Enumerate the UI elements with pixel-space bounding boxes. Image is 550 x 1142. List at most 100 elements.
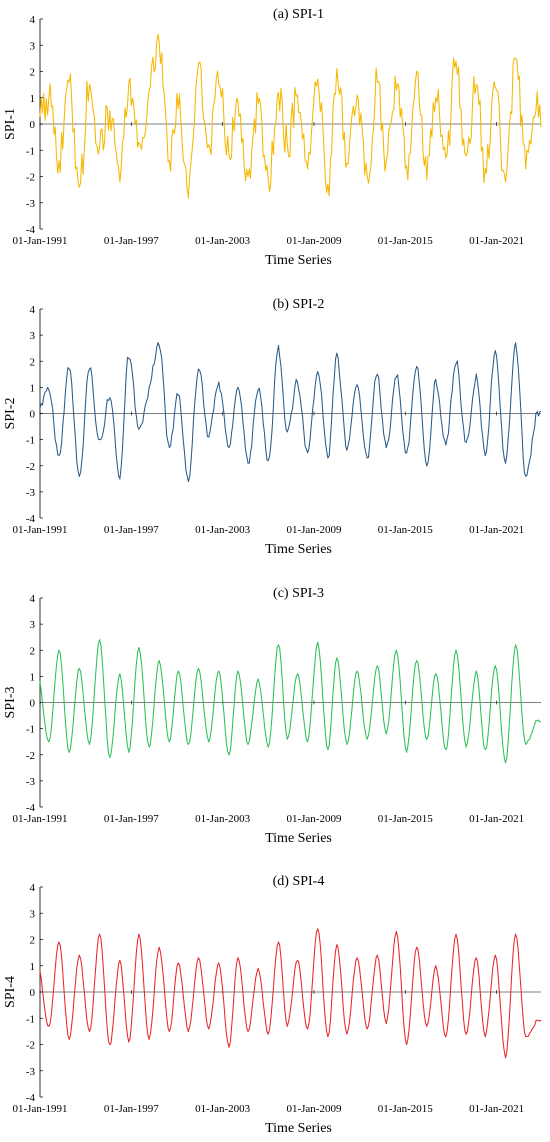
x-tick-label: 01-Jan-1997 bbox=[104, 235, 159, 247]
data-point bbox=[336, 944, 338, 946]
data-point bbox=[148, 89, 150, 91]
data-point bbox=[435, 965, 437, 967]
data-point bbox=[465, 746, 467, 748]
data-point bbox=[406, 165, 408, 167]
x-tick-label: 01-Jan-2021 bbox=[469, 1103, 524, 1115]
data-point bbox=[515, 644, 517, 646]
data-point bbox=[247, 462, 249, 464]
data-point bbox=[406, 452, 408, 454]
data-point bbox=[99, 933, 101, 935]
y-tick-label: -1 bbox=[26, 724, 35, 736]
data-point bbox=[327, 183, 329, 185]
data-point bbox=[395, 376, 397, 378]
chart-title: (c) SPI-3 bbox=[273, 586, 324, 601]
y-tick-label: 0 bbox=[30, 409, 36, 421]
y-tick-label: 3 bbox=[30, 619, 36, 631]
data-point bbox=[455, 649, 457, 651]
data-point bbox=[286, 144, 288, 146]
data-point bbox=[307, 168, 309, 170]
data-point bbox=[119, 478, 121, 480]
data-point bbox=[475, 957, 477, 959]
x-tick-label: 01-Jan-2009 bbox=[286, 1103, 341, 1115]
x-tick-label: 01-Jan-2021 bbox=[469, 813, 524, 825]
data-point bbox=[228, 154, 230, 157]
x-tick-label: 01-Jan-2003 bbox=[195, 1103, 250, 1115]
data-point bbox=[307, 452, 309, 454]
chart-panel-3: (c) SPI-3 -4 -3 -2 -1 0 1 2 3 4 SPI-3 01-Jan-1991 01… bbox=[3, 586, 542, 846]
y-axis-label: SPI-2 bbox=[3, 398, 18, 430]
data-point bbox=[158, 660, 160, 662]
series-line-spi-3 bbox=[39, 639, 542, 764]
data-point bbox=[445, 748, 447, 751]
data-point bbox=[286, 738, 288, 740]
data-point bbox=[336, 657, 338, 659]
x-tick-label: 01-Jan-2003 bbox=[195, 524, 250, 536]
x-tick-label: 01-Jan-2009 bbox=[286, 524, 341, 536]
data-point bbox=[525, 475, 527, 477]
data-point bbox=[247, 175, 249, 178]
data-point bbox=[515, 933, 517, 935]
data-point bbox=[158, 345, 160, 347]
data-point bbox=[484, 1036, 486, 1038]
y-tick-label: -3 bbox=[26, 1066, 36, 1078]
data-point bbox=[78, 475, 80, 477]
y-tick-label: -1 bbox=[26, 145, 35, 157]
y-tick-label: -2 bbox=[26, 461, 35, 473]
data-point bbox=[515, 57, 517, 60]
data-point bbox=[346, 449, 348, 451]
y-tick-label: 1 bbox=[30, 671, 36, 683]
data-point bbox=[228, 446, 230, 449]
data-point bbox=[465, 441, 467, 443]
data-point bbox=[515, 342, 517, 344]
y-tick-label: 2 bbox=[30, 645, 36, 657]
x-tick-label: 01-Jan-2003 bbox=[195, 813, 250, 825]
chart-title: (a) SPI-1 bbox=[273, 7, 324, 22]
data-point bbox=[187, 743, 189, 745]
data-point bbox=[286, 431, 288, 433]
y-tick-label: 1 bbox=[30, 961, 36, 973]
x-tick-label: 01-Jan-2021 bbox=[469, 235, 524, 247]
data-point bbox=[168, 160, 170, 162]
data-point bbox=[267, 459, 269, 462]
data-point bbox=[406, 1043, 408, 1046]
data-point bbox=[296, 381, 299, 383]
x-axis-label: Time Series bbox=[265, 542, 332, 557]
data-point bbox=[68, 81, 70, 83]
y-axis-label: SPI-3 bbox=[3, 687, 18, 719]
data-point bbox=[435, 673, 437, 675]
data-point bbox=[257, 102, 259, 104]
data-point bbox=[187, 480, 189, 482]
data-point bbox=[187, 196, 189, 199]
y-tick-label: -3 bbox=[26, 487, 36, 499]
data-point bbox=[109, 1043, 111, 1046]
data-point bbox=[68, 1038, 70, 1040]
data-point bbox=[395, 931, 397, 933]
data-point bbox=[327, 1036, 329, 1038]
data-point bbox=[218, 381, 220, 383]
y-tick-label: -1 bbox=[26, 435, 35, 447]
data-point bbox=[535, 110, 537, 112]
x-tick-label: 01-Jan-1997 bbox=[104, 813, 159, 825]
x-tick-label: 01-Jan-2015 bbox=[378, 813, 433, 825]
data-point bbox=[366, 175, 368, 178]
y-tick-label: 3 bbox=[30, 40, 36, 52]
data-point bbox=[267, 178, 269, 180]
data-point bbox=[257, 678, 259, 680]
data-point bbox=[168, 741, 170, 743]
data-point bbox=[39, 407, 41, 409]
data-point bbox=[148, 1038, 150, 1040]
y-tick-label: 0 bbox=[30, 987, 36, 999]
data-point bbox=[317, 641, 319, 644]
data-point bbox=[426, 738, 428, 740]
data-point bbox=[218, 670, 220, 672]
data-point bbox=[99, 639, 101, 641]
data-point bbox=[109, 110, 111, 112]
data-point bbox=[416, 365, 418, 368]
data-point bbox=[445, 444, 447, 446]
data-point bbox=[78, 186, 80, 188]
data-point bbox=[356, 384, 358, 386]
data-point bbox=[286, 1025, 288, 1027]
data-point bbox=[366, 738, 368, 740]
data-point bbox=[228, 754, 230, 756]
